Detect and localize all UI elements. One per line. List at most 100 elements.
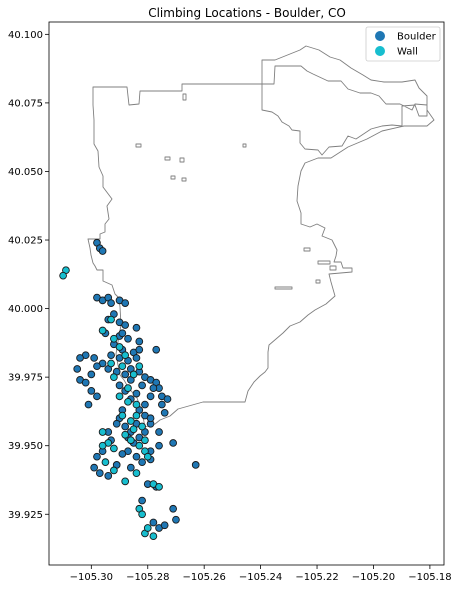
point-boulder-91 <box>141 400 149 409</box>
point-wall-41 <box>98 428 107 436</box>
point-wall-23 <box>110 466 118 475</box>
point-boulder-101 <box>118 450 127 458</box>
boundary-enclave-10 <box>315 279 321 284</box>
y-tick-label-5: 40.050 <box>8 167 43 178</box>
y-tick-label-2: 39.975 <box>8 373 43 384</box>
point-wall-36 <box>124 384 132 392</box>
point-boulder-56 <box>95 469 104 477</box>
series-wall <box>59 266 163 541</box>
x-tick-label-1: −105.28 <box>126 572 169 583</box>
y-tick-label-7: 40.100 <box>8 30 43 41</box>
point-wall-31 <box>155 482 163 491</box>
point-boulder-49 <box>132 452 141 461</box>
boundary-enclave-11 <box>303 247 311 252</box>
x-axis: −105.30 −105.28 −105.26 −105.24 −105.22 −105.… <box>70 565 452 583</box>
point-wall-7 <box>110 373 118 381</box>
point-boulder-37 <box>138 381 146 390</box>
point-wall-4 <box>115 343 124 351</box>
point-wall-6 <box>118 362 127 371</box>
point-wall-13 <box>138 422 146 431</box>
point-wall-5 <box>107 359 115 368</box>
legend-marker-boulder <box>375 31 385 41</box>
plot-frame <box>48 21 445 566</box>
point-boulder-36 <box>160 408 169 417</box>
point-boulder-93 <box>149 384 158 392</box>
boundary-enclave-1 <box>182 93 187 101</box>
point-boulder-88 <box>155 441 163 450</box>
legend-label-wall: Wall <box>397 47 418 58</box>
y-tick-label-6: 40.075 <box>8 98 43 109</box>
point-wall-14 <box>129 425 138 434</box>
point-boulder-95 <box>118 329 127 338</box>
point-wall-16 <box>126 436 135 445</box>
y-axis: 39.925 39.950 39.975 40.000 40.025 40.050 40.0… <box>8 30 49 521</box>
point-boulder-65 <box>169 504 177 513</box>
boundary-enclave-9 <box>242 143 247 148</box>
point-wall-39 <box>132 469 141 477</box>
point-wall-2 <box>98 326 107 335</box>
point-wall-40 <box>143 452 152 461</box>
point-boulder-2 <box>98 247 107 255</box>
point-boulder-92 <box>146 392 155 401</box>
point-boulder-82 <box>84 400 93 409</box>
chart-title: Climbing Locations - Boulder, CO <box>148 6 346 20</box>
point-boulder-84 <box>121 422 130 431</box>
point-boulder-54 <box>93 452 101 461</box>
point-boulder-70 <box>163 395 172 403</box>
point-wall-37 <box>132 400 141 409</box>
point-boulder-77 <box>87 370 96 379</box>
point-wall-11 <box>126 417 135 425</box>
point-boulder-64 <box>172 515 180 524</box>
point-boulder-59 <box>126 463 135 472</box>
point-boulder-68 <box>191 461 200 469</box>
point-boulder-27 <box>121 370 130 379</box>
point-boulder-73 <box>76 354 84 362</box>
point-wall-38 <box>141 436 149 445</box>
point-boulder-76 <box>81 378 90 387</box>
x-tick-label-6: −105.18 <box>408 572 451 583</box>
point-wall-10 <box>118 411 127 420</box>
point-boulder-90 <box>146 414 155 423</box>
point-boulder-38 <box>132 389 141 398</box>
point-wall-29 <box>143 524 152 532</box>
point-boulder-23 <box>132 354 141 362</box>
point-wall-22 <box>101 458 110 467</box>
city-boundary-main <box>87 45 435 428</box>
point-boulder-15 <box>124 334 132 343</box>
point-boulder-69 <box>169 439 177 447</box>
point-wall-26 <box>138 510 146 519</box>
point-boulder-80 <box>87 387 96 395</box>
point-boulder-8 <box>121 299 130 307</box>
point-boulder-81 <box>93 392 101 401</box>
point-boulder-60 <box>138 496 146 505</box>
point-boulder-78 <box>93 362 101 371</box>
point-wall-35 <box>129 370 138 379</box>
point-wall-21 <box>98 441 107 450</box>
legend: Boulder Wall <box>365 26 441 62</box>
y-tick-label-0: 39.925 <box>8 510 43 521</box>
point-wall-1 <box>59 271 67 280</box>
point-wall-32 <box>107 315 115 324</box>
point-wall-17 <box>135 441 144 450</box>
point-boulder-57 <box>104 472 113 480</box>
boundary-enclave-6 <box>135 143 142 148</box>
point-boulder-79 <box>90 354 98 362</box>
point-boulder-61 <box>149 518 158 527</box>
point-boulder-50 <box>138 458 146 467</box>
y-tick-label-4: 40.025 <box>8 236 43 247</box>
legend-marker-wall <box>375 46 385 56</box>
point-wall-12 <box>132 411 141 420</box>
boundary-enclave-8 <box>181 177 187 182</box>
x-tick-label-4: −105.22 <box>295 572 338 583</box>
point-wall-34 <box>135 362 144 371</box>
point-wall-8 <box>115 392 124 401</box>
point-wall-15 <box>121 430 130 439</box>
boundary-enclave-4 <box>164 156 171 161</box>
point-boulder-89 <box>155 428 163 436</box>
point-wall-33 <box>121 351 130 360</box>
boundary-enclave-12 <box>329 265 337 271</box>
point-wall-19 <box>110 444 118 453</box>
